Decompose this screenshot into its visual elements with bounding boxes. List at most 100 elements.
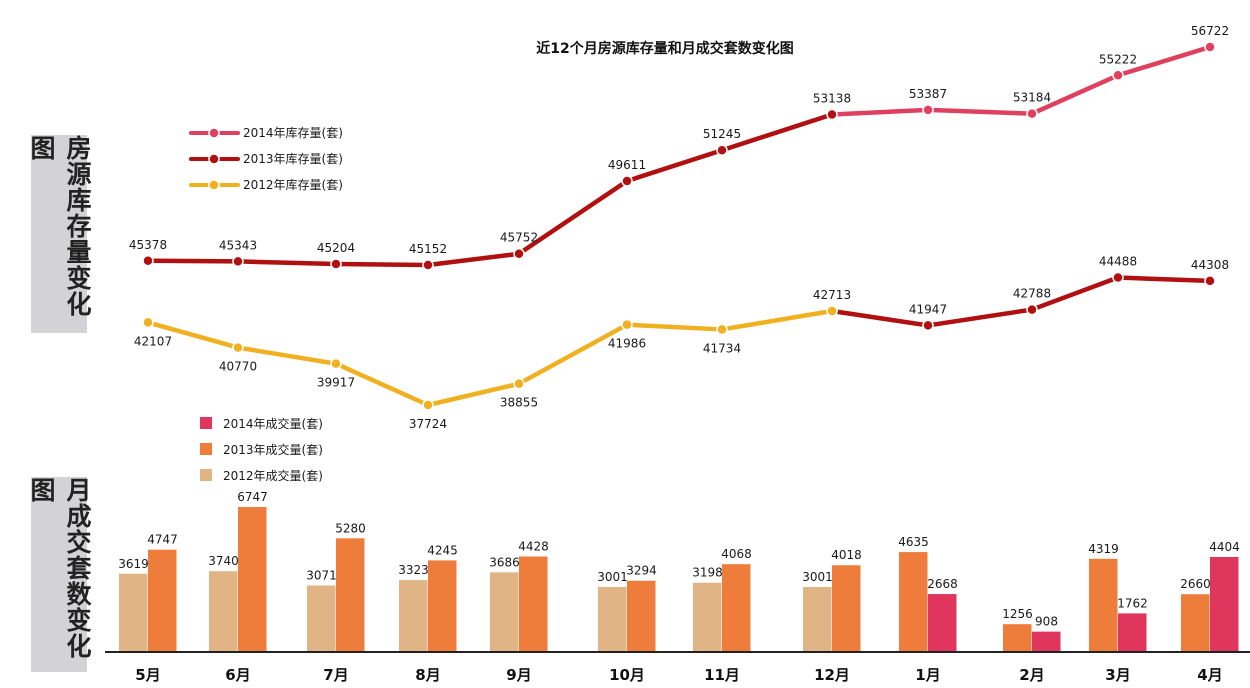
sales-bar-value: 3198 [692,566,723,580]
inventory-point [142,316,154,329]
inventory-point-value: 45343 [219,238,257,252]
sales-bar [148,549,177,651]
sales-bar [803,586,832,651]
sales-bar-value: 2660 [1180,577,1211,591]
sales-bar-value: 3323 [398,563,429,577]
legend-bar-swatch [200,469,212,481]
inventory-point-value: 51245 [703,127,741,141]
sales-bar-value: 908 [1035,615,1058,629]
sales-bar [627,580,656,651]
inventory-side-label-text: 房源库存量变化图 [27,135,92,317]
inventory-point-value: 44488 [1099,255,1137,269]
sales-bar [598,586,627,651]
inventory-point-value: 53138 [813,92,851,106]
sales-bar-value: 3001 [802,570,833,584]
legend-label: 2012年成交量(套) [223,468,323,483]
month-label: 12月 [814,666,850,684]
month-label: 8月 [415,666,440,684]
sales-bar-value: 6747 [237,490,268,504]
sales-bar [399,580,428,651]
inventory-point-value: 45204 [317,241,355,255]
sales-bar-value: 2668 [927,577,958,591]
inventory-point-value: 55222 [1099,52,1137,66]
legend-line-marker [208,127,220,139]
inventory-point [621,318,633,331]
sales-bar [238,507,267,651]
month-labels: 5月 6月 7月 8月 9月 10月 11月 12月 1月 2月 3月 4月 [135,666,1222,684]
sales-bar-value: 4635 [898,535,929,549]
month-label: 5月 [135,666,160,684]
legend-bar-swatch [200,417,212,429]
inventory-point-value: 38855 [500,396,538,410]
sales-side-label-text: 月成交套数变化图 [27,477,92,659]
month-label: 3月 [1105,666,1130,684]
month-label: 7月 [323,666,348,684]
sales-bar [1181,594,1210,651]
sales-bar [1089,558,1118,651]
inventory-point [422,399,434,411]
sales-bar-value: 4068 [721,547,752,561]
inventory-point [142,255,154,267]
legend-label: 2013年库存量(套) [243,151,343,166]
sales-bar [693,582,722,651]
sales-bar-value: 4319 [1088,542,1119,556]
sales-bar-value: 1762 [1117,596,1148,610]
inventory-point [826,305,838,317]
legend-line-marker [208,179,220,191]
sales-bar-value: 3686 [489,555,520,569]
inventory-point-value: 53184 [1013,91,1051,105]
inventory-point-value: 49611 [608,158,646,172]
sales-bar [336,538,365,651]
inventory-point-value: 42107 [134,334,172,348]
inventory-point-value: 53387 [909,87,947,101]
sales-legend: 2014年成交量(套) 2013年成交量(套) 2012年成交量(套) [200,416,323,483]
sales-bar-value: 4245 [427,543,458,557]
inventory-point-value: 45752 [500,231,538,245]
sales-bar [1032,631,1061,651]
inventory-point-value: 42788 [1013,287,1051,301]
inventory-point-value: 45378 [129,238,167,252]
month-label: 6月 [225,666,250,684]
chart-title: 近12个月房源库存量和月成交套数变化图 [536,40,793,57]
inventory-point [922,319,934,332]
sales-bar [428,560,457,651]
sales-bar [1003,624,1032,651]
sales-bar-value: 4747 [147,533,178,547]
sales-bars: 3619 4747 3740 6747 3071 5280 3323 4245 3686 4428… [118,490,1240,651]
legend-label: 2014年库存量(套) [243,125,343,140]
inventory-point [922,104,934,116]
sales-bar-value: 1256 [1002,607,1033,621]
sales-bar [490,572,519,651]
legend-line-marker [208,153,220,165]
sales-bar-value: 3001 [597,570,628,584]
sales-bar-value: 4018 [831,548,862,562]
inventory-series-line [145,112,835,268]
month-label: 9月 [506,666,531,684]
sales-bar-value: 3071 [306,568,337,582]
inventory-point-value: 41986 [608,337,646,351]
inventory-series-line [145,308,835,408]
inventory-point [330,258,342,270]
inventory-point-value: 37724 [409,417,447,431]
inventory-point [232,255,244,268]
inventory-point-value: 44308 [1191,258,1229,272]
inventory-point [1204,275,1216,287]
inventory-lines: 53138 53387 53184 55222 56722 45378 45343 45204… [129,24,1229,431]
month-label: 1月 [915,666,940,684]
inventory-point [716,323,728,336]
sales-bar [119,573,148,651]
inventory-point [1112,69,1124,82]
inventory-point [1026,303,1038,316]
legend-label: 2012年库存量(套) [243,177,343,192]
sales-bar-value: 3619 [118,557,149,571]
sales-bar-value: 4404 [1209,540,1240,554]
inventory-point [1204,41,1216,53]
month-label: 11月 [704,666,740,684]
sales-bar [1118,613,1147,651]
inventory-point [422,259,434,271]
inventory-point-value: 42713 [813,288,851,302]
inventory-legend: 2014年库存量(套) 2013年库存量(套) 2012年库存量(套) [189,125,343,192]
inventory-point [1026,107,1038,120]
inventory-point-value: 39917 [317,376,355,390]
inventory-point-value: 41947 [909,302,947,316]
